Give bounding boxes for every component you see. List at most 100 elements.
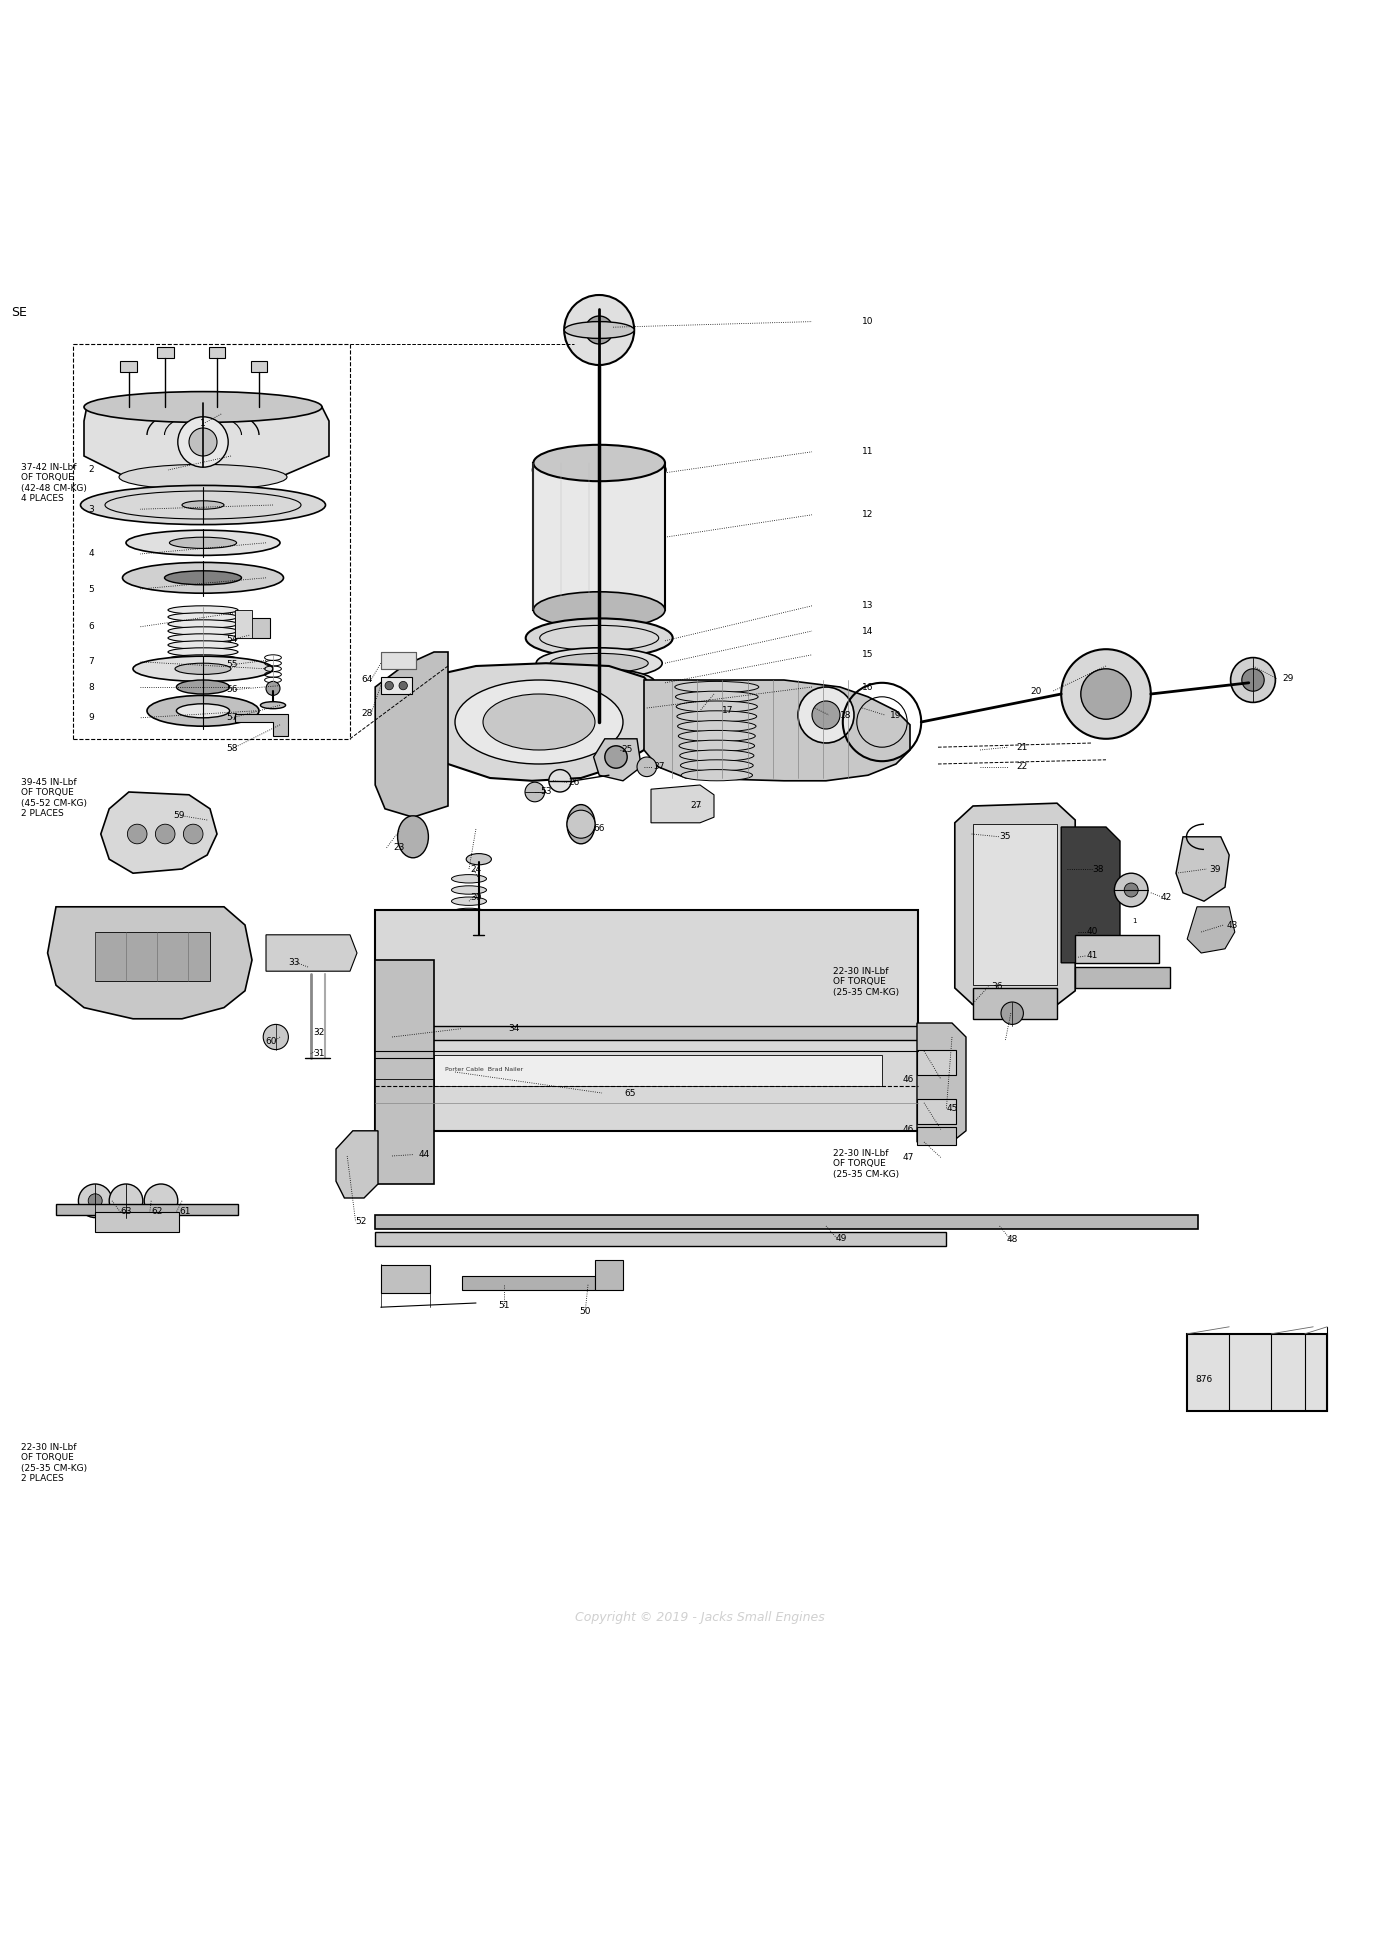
- Ellipse shape: [680, 750, 755, 762]
- Ellipse shape: [451, 896, 487, 906]
- Bar: [378, 1027, 924, 1040]
- Text: 51: 51: [498, 1301, 510, 1311]
- Bar: [375, 1216, 1198, 1229]
- Ellipse shape: [675, 682, 759, 693]
- Ellipse shape: [176, 680, 230, 693]
- Text: 31: 31: [314, 1050, 325, 1058]
- Text: 24: 24: [470, 865, 482, 873]
- Ellipse shape: [451, 941, 487, 951]
- Bar: [95, 931, 210, 982]
- Text: 1: 1: [1131, 918, 1137, 923]
- Ellipse shape: [455, 680, 623, 764]
- Text: 42: 42: [1161, 892, 1172, 902]
- Text: 58: 58: [227, 744, 238, 754]
- Polygon shape: [48, 908, 252, 1019]
- Polygon shape: [336, 1130, 378, 1198]
- Text: 62: 62: [151, 1208, 162, 1216]
- Circle shape: [637, 758, 657, 777]
- Text: 4: 4: [88, 549, 94, 559]
- Polygon shape: [84, 407, 329, 481]
- Text: Porter Cable  Brad Nailer: Porter Cable Brad Nailer: [445, 1068, 524, 1071]
- Circle shape: [798, 688, 854, 742]
- Circle shape: [109, 1184, 143, 1218]
- Text: 40: 40: [1086, 927, 1098, 937]
- Circle shape: [1231, 658, 1275, 703]
- Text: 35: 35: [1000, 832, 1011, 842]
- Circle shape: [525, 783, 545, 803]
- Ellipse shape: [260, 701, 286, 709]
- Polygon shape: [403, 662, 658, 781]
- Text: 48: 48: [1007, 1235, 1018, 1245]
- Text: 22-30 IN-Lbf
OF TORQUE
(25-35 CM-KG)
2 PLACES: 22-30 IN-Lbf OF TORQUE (25-35 CM-KG) 2 P…: [21, 1443, 87, 1482]
- Circle shape: [1081, 668, 1131, 719]
- Polygon shape: [101, 793, 217, 873]
- Text: 47: 47: [903, 1153, 914, 1161]
- Text: 11: 11: [862, 448, 874, 456]
- Ellipse shape: [451, 886, 487, 894]
- Ellipse shape: [557, 707, 641, 732]
- Circle shape: [78, 1184, 112, 1218]
- Bar: [381, 653, 416, 668]
- Text: 34: 34: [508, 1025, 519, 1032]
- Polygon shape: [644, 680, 910, 781]
- Circle shape: [812, 701, 840, 729]
- Polygon shape: [1061, 828, 1120, 962]
- Text: 26: 26: [568, 777, 580, 787]
- Text: 25: 25: [622, 746, 633, 754]
- Bar: [56, 1204, 238, 1216]
- Ellipse shape: [84, 392, 322, 423]
- Text: 45: 45: [946, 1105, 958, 1112]
- Bar: [917, 1050, 956, 1075]
- Text: 37: 37: [654, 762, 665, 771]
- Polygon shape: [235, 713, 288, 736]
- Text: 5: 5: [88, 584, 94, 594]
- Ellipse shape: [550, 653, 648, 672]
- Ellipse shape: [553, 682, 644, 723]
- Text: 41: 41: [1086, 951, 1098, 960]
- Circle shape: [564, 294, 634, 364]
- Circle shape: [88, 1194, 102, 1208]
- Ellipse shape: [679, 730, 756, 742]
- Circle shape: [399, 682, 407, 690]
- Ellipse shape: [533, 592, 665, 627]
- Ellipse shape: [560, 693, 637, 729]
- Text: 38: 38: [1092, 865, 1103, 873]
- Text: 28: 28: [361, 709, 372, 719]
- Ellipse shape: [559, 674, 640, 692]
- Circle shape: [549, 769, 571, 793]
- Text: 65: 65: [624, 1089, 636, 1097]
- Ellipse shape: [546, 458, 651, 483]
- Text: 54: 54: [227, 635, 238, 645]
- Ellipse shape: [168, 641, 238, 649]
- Text: Copyright © 2019 - Jacks Small Engines: Copyright © 2019 - Jacks Small Engines: [575, 1611, 825, 1625]
- Text: 3: 3: [88, 505, 94, 514]
- Text: 1: 1: [200, 419, 206, 429]
- Ellipse shape: [133, 656, 273, 682]
- Bar: [917, 1099, 956, 1124]
- Text: 15: 15: [862, 651, 874, 658]
- Ellipse shape: [564, 321, 634, 339]
- Bar: [375, 1231, 946, 1245]
- Ellipse shape: [680, 760, 753, 771]
- Bar: [381, 1264, 430, 1293]
- Circle shape: [1061, 649, 1151, 738]
- Circle shape: [585, 316, 613, 345]
- Text: 66: 66: [594, 824, 605, 834]
- Text: 52: 52: [356, 1218, 367, 1227]
- Bar: [1187, 1334, 1327, 1410]
- Ellipse shape: [126, 530, 280, 555]
- Bar: [157, 347, 174, 358]
- Circle shape: [1114, 873, 1148, 908]
- Bar: [235, 618, 270, 639]
- Polygon shape: [1187, 908, 1235, 953]
- Text: 27: 27: [690, 801, 701, 810]
- Circle shape: [1124, 882, 1138, 896]
- Ellipse shape: [682, 769, 753, 781]
- Circle shape: [183, 824, 203, 843]
- Text: 876: 876: [1196, 1375, 1212, 1385]
- Ellipse shape: [123, 563, 283, 594]
- Polygon shape: [266, 935, 357, 972]
- Ellipse shape: [679, 740, 755, 752]
- Text: 19: 19: [890, 711, 902, 719]
- Bar: [1075, 966, 1170, 988]
